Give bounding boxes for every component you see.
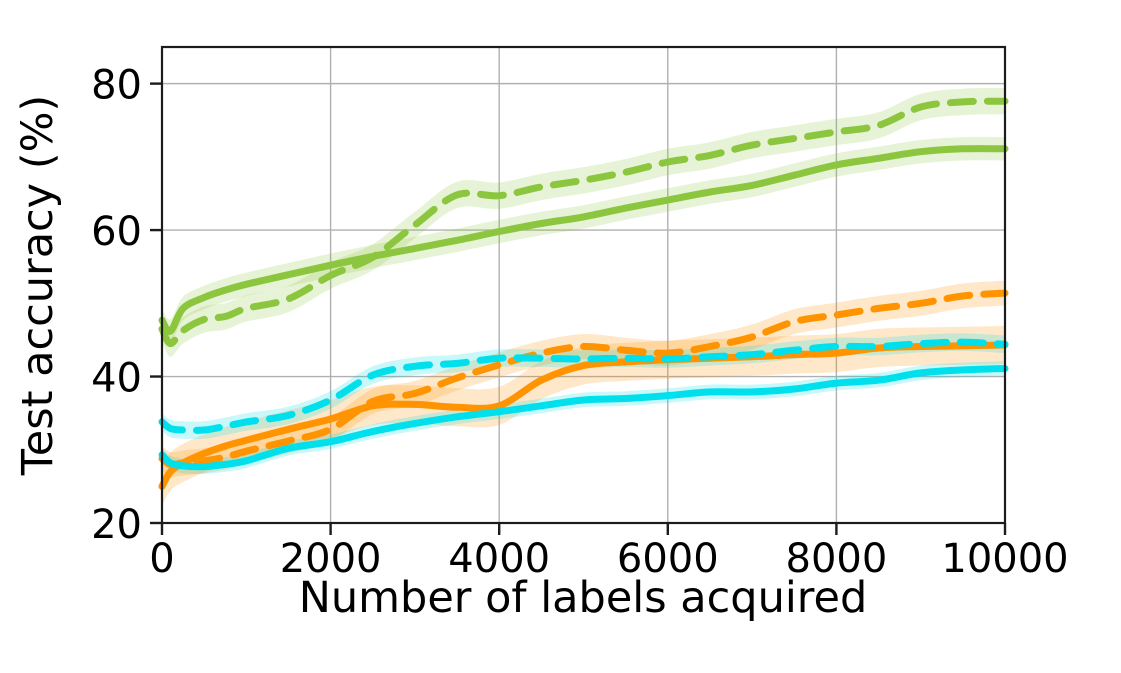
line-orange-solid [158, 341, 1009, 490]
tick-label-x-4000: 4000 [448, 536, 550, 582]
band-orange-dashed [162, 280, 1005, 478]
band-green-dashed [162, 88, 1005, 357]
tick-label-y-60: 60 [91, 209, 142, 255]
tick-label-y-40: 40 [91, 356, 142, 402]
x-axis-label: Number of labels acquired [299, 573, 868, 623]
tick-labels: 0 2000 4000 6000 8000 10000 20 40 60 80 [91, 63, 1069, 582]
tick-label-x-8000: 8000 [786, 536, 888, 582]
line-cyan-dashed [158, 338, 1009, 434]
tick-label-y-20: 20 [91, 502, 142, 548]
band-orange-solid [162, 326, 1005, 506]
tick-label-x-0: 0 [149, 536, 174, 582]
series-lines [158, 97, 1009, 490]
line-green-dashed [158, 97, 1009, 348]
axis-ticks [150, 82, 1007, 535]
y-axis-label: Test accuracy (%) [13, 95, 63, 476]
tick-label-x-6000: 6000 [617, 536, 719, 582]
plot-frame [160, 45, 1007, 525]
line-green-solid [158, 145, 1009, 335]
tick-label-y-80: 80 [91, 63, 142, 109]
line-cyan-solid [158, 365, 1009, 471]
band-green-solid [162, 136, 1005, 344]
tick-label-x-10000: 10000 [941, 536, 1068, 582]
tick-label-x-2000: 2000 [280, 536, 382, 582]
